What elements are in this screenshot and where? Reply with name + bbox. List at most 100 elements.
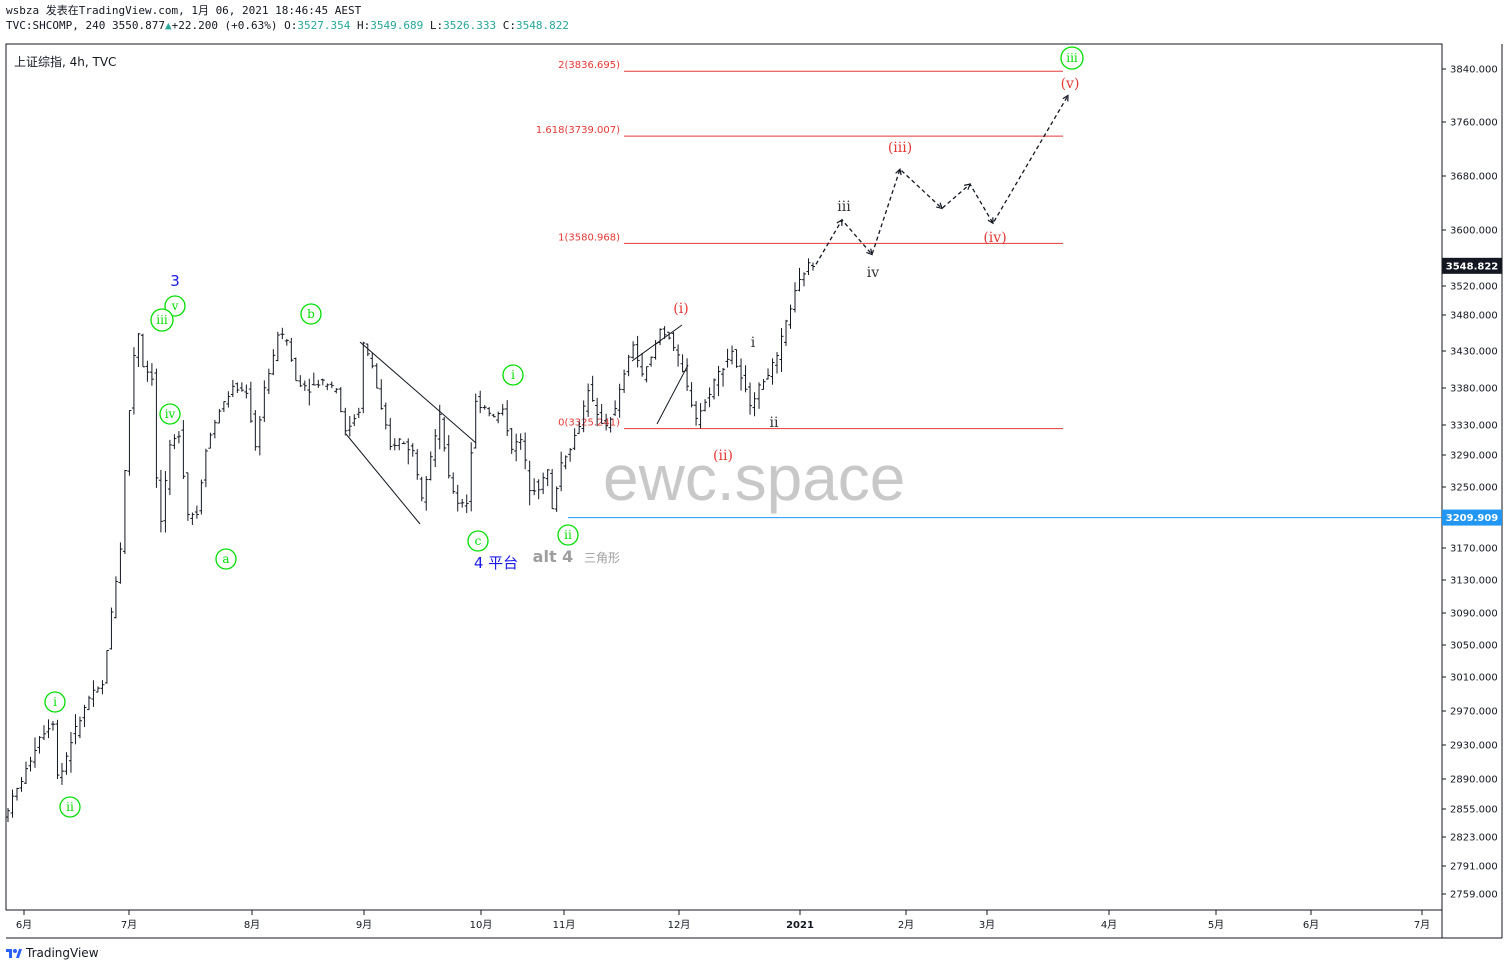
close-value: 3548.822 <box>516 19 569 32</box>
diagonal-line-lower <box>656 364 689 425</box>
price-tick-label: 2970.000 <box>1450 707 1498 718</box>
high-label: H: <box>357 19 371 32</box>
projection-arrowhead <box>895 168 902 176</box>
close-label: C: <box>502 19 516 32</box>
time-tick-label: 4月 <box>1101 919 1117 931</box>
wave-label-circle <box>467 530 489 552</box>
price-tick-label: 2791.000 <box>1450 862 1498 873</box>
line-price-tag-bg <box>1442 509 1502 526</box>
wave-label: i <box>751 335 756 351</box>
price-tick-label: 2890.000 <box>1450 775 1498 786</box>
channel-line-lower <box>345 433 421 525</box>
projection-arrowhead <box>987 217 994 225</box>
wave-label: i <box>53 695 57 709</box>
price-tick-label: 3250.000 <box>1450 483 1498 494</box>
wave-label: (v) <box>1061 76 1080 92</box>
open-label: O: <box>284 19 298 32</box>
projection-arrowhead <box>964 183 971 190</box>
price-tick-label: 2930.000 <box>1450 741 1498 752</box>
wave-label-circle <box>557 524 579 546</box>
up-arrow-icon: ▲ <box>164 19 172 32</box>
price-tick-label: 3680.000 <box>1450 172 1498 183</box>
wave-label-circle <box>59 796 81 818</box>
time-tick-label: 7月 <box>121 919 137 931</box>
last-price: 3550.877 <box>111 19 165 32</box>
time-tick-label: 6月 <box>1303 919 1319 931</box>
fib-label: 0(3325.241) <box>558 418 620 429</box>
wave-label: a <box>222 552 229 566</box>
change-value: +22.200 (+0.63%) <box>171 19 278 32</box>
price-tick-label: 3480.000 <box>1450 311 1498 322</box>
fib-levels: 2(3836.695) 1.618(3739.007) 1(3580.968) 0(3… <box>536 60 1063 430</box>
time-tick-label: 8月 <box>244 919 260 931</box>
price-tick-label: 3520.000 <box>1450 282 1498 293</box>
price-tick-label: 3600.000 <box>1450 226 1498 237</box>
price-tick-label: 3430.000 <box>1450 347 1498 358</box>
price-tick-label: 2855.000 <box>1450 805 1498 816</box>
time-tick-label: 10月 <box>470 919 493 931</box>
wave-label: 三角形 <box>584 551 620 565</box>
wave-label: ii <box>564 528 572 542</box>
projection-arrowhead <box>866 248 873 256</box>
price-tick-label: 3090.000 <box>1450 609 1498 620</box>
fib-label: 1.618(3739.007) <box>536 125 620 136</box>
chart-title: 上证综指, 4h, TVC <box>14 54 116 69</box>
trend-lines <box>345 324 689 525</box>
price-tick-label: 3840.000 <box>1450 65 1498 76</box>
diagonal-line-upper <box>631 324 683 362</box>
wave-label: iv <box>165 407 176 421</box>
time-tick-label: 11月 <box>553 919 576 931</box>
high-value: 3549.689 <box>370 19 424 32</box>
last-price-tag: 3548.822 <box>1446 261 1499 272</box>
wave-label: alt 4 <box>533 547 574 566</box>
wave-label-circle <box>502 364 524 386</box>
fib-label: 2(3836.695) <box>558 60 620 71</box>
wave-label-circle <box>300 303 322 325</box>
price-tick-label: 3130.000 <box>1450 576 1498 587</box>
wave-label-circle <box>164 295 186 317</box>
projection-arrowhead <box>836 218 843 226</box>
projection-arrowhead <box>1062 94 1069 102</box>
wave-label-circle <box>1060 46 1084 70</box>
low-label: L: <box>429 19 444 32</box>
wave-label: (iii) <box>888 140 912 156</box>
ohlc-bars <box>6 258 815 823</box>
time-tick-label: 6月 <box>16 919 32 931</box>
price-tick-label: 2823.000 <box>1450 833 1498 844</box>
price-tags: 3548.822 3209.909 <box>1442 257 1502 526</box>
price-tick-label: 3290.000 <box>1450 451 1498 462</box>
wave-label: c <box>475 534 482 548</box>
low-value: 3526.333 <box>443 19 497 32</box>
footer-brand: TradingView <box>26 946 99 960</box>
time-tick-label: 2月 <box>898 919 914 931</box>
tradingview-logo-icon <box>6 949 22 958</box>
line-price-tag: 3209.909 <box>1446 513 1499 524</box>
watermark: ewc.space <box>603 442 905 514</box>
price-tick-label: 3330.000 <box>1450 421 1498 432</box>
price-tick-label: 3010.000 <box>1450 673 1498 684</box>
wave-label: (i) <box>673 301 688 317</box>
time-tick-label: 2021 <box>786 920 814 931</box>
wave-label: (iv) <box>983 230 1006 246</box>
wave-label-circle <box>159 403 181 425</box>
wave-label: ii <box>66 800 74 814</box>
wave-label: iii <box>156 313 168 327</box>
wave-label: 4 平台 <box>474 554 518 572</box>
wave-label-circle <box>44 691 66 713</box>
fib-label: 1(3580.968) <box>558 232 620 243</box>
publish-info: wsbza 发表在TradingView.com, 1月 06, 2021 18… <box>6 4 362 17</box>
price-tick-label: 3170.000 <box>1450 544 1498 555</box>
time-tick-label: 9月 <box>356 919 372 931</box>
projection-arrowhead <box>936 202 943 210</box>
time-tick-label: 3月 <box>979 919 995 931</box>
price-axis[interactable]: 3840.000 3760.000 3680.000 3600.000 3520.000… <box>1442 65 1498 901</box>
price-tick-label: 3050.000 <box>1450 641 1498 652</box>
time-tick-label: 5月 <box>1208 919 1224 931</box>
projection-path <box>815 94 1069 265</box>
wave-label-circle <box>150 308 174 332</box>
price-tick-label: 3760.000 <box>1450 118 1498 129</box>
wave-label-circle <box>215 548 237 570</box>
time-axis[interactable]: 6月 7月 8月 9月 10月 11月 12月 2021 2月 3月 4月 5月 6月 7月 <box>16 910 1430 931</box>
